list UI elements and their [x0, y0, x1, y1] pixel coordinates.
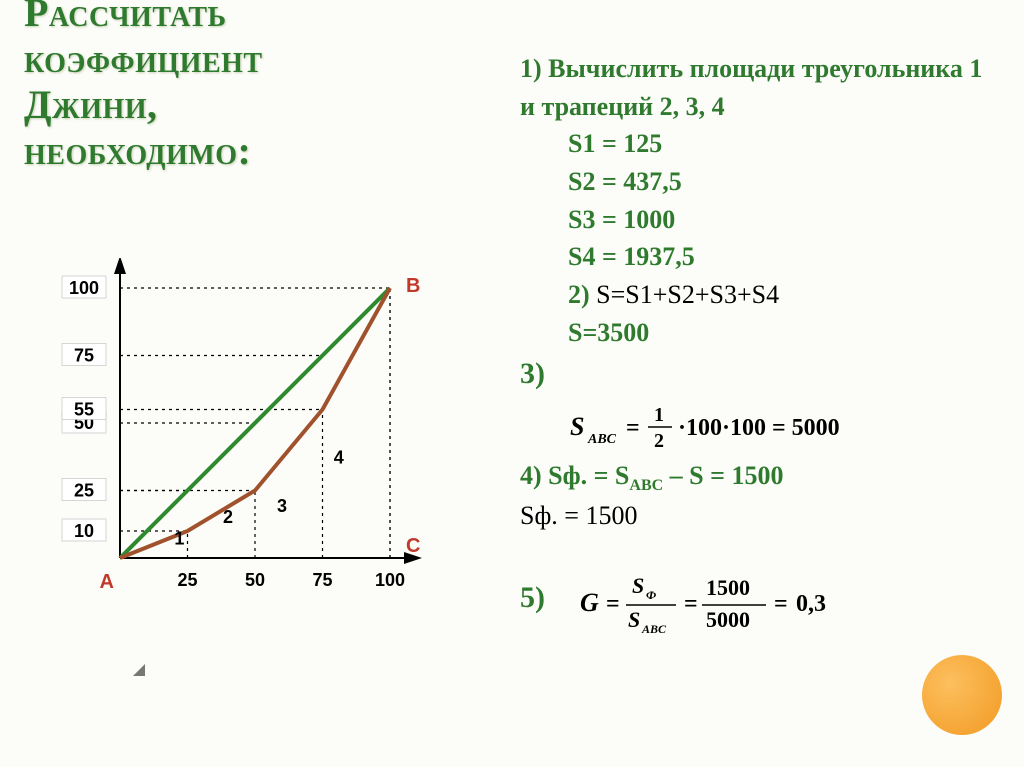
svg-text:1500: 1500 [706, 575, 750, 600]
step3-num: 3) [520, 352, 545, 396]
svg-text:=: = [626, 415, 640, 441]
svg-text:1: 1 [654, 404, 664, 426]
step4-result: Sф. = 1500 [520, 497, 990, 535]
svg-text:=: = [774, 591, 788, 617]
svg-text:75: 75 [74, 346, 94, 366]
step1-heading: 1) Вычислить площади треугольника 1 и тр… [520, 50, 990, 125]
step5: 5) G=SФSABC=15005000=0,3 [520, 565, 990, 637]
step5-num: 5) [520, 581, 545, 614]
svg-text:2: 2 [654, 430, 664, 452]
step2: 2) S=S1+S2+S3+S4 [568, 276, 990, 314]
corner-icon [132, 663, 146, 677]
svg-text:5000: 5000 [706, 607, 750, 632]
svg-text:50: 50 [245, 570, 265, 590]
decorative-circle [922, 655, 1002, 735]
svg-text:25: 25 [74, 481, 94, 501]
formula-sabc: SABC = 1 2 ·100·100 = 5000 [568, 399, 990, 453]
svg-text:2: 2 [223, 507, 233, 527]
svg-text:B: B [406, 275, 420, 297]
title-line: Рассчитать [24, 0, 227, 35]
step2-formula: S=S1+S2+S3+S4 [596, 280, 779, 309]
step2-sum: S=3500 [568, 314, 990, 352]
step4: 4) Sф. = SABC – S = 1500 [520, 457, 990, 497]
title-line: необходимо: [24, 128, 251, 173]
svg-text:S: S [570, 412, 584, 441]
s-value: S2 = 437,5 [568, 163, 990, 201]
svg-text:100: 100 [375, 570, 405, 590]
step2-num: 2) [568, 280, 596, 309]
svg-text:=: = [684, 591, 698, 617]
slide-title: Рассчитать коэффициент Джини, необходимо… [24, 0, 544, 174]
svg-text:3: 3 [277, 496, 287, 516]
title-line: коэффициент [24, 36, 263, 81]
s-value: S4 = 1937,5 [568, 238, 990, 276]
svg-text:G: G [580, 588, 599, 617]
calc-steps: 1) Вычислить площади треугольника 1 и тр… [520, 50, 990, 637]
svg-text:=: = [606, 591, 620, 617]
svg-text:75: 75 [312, 570, 332, 590]
svg-text:100: 100 [69, 278, 99, 298]
svg-text:55: 55 [74, 400, 94, 420]
svg-text:S: S [628, 607, 640, 632]
svg-text:ABC: ABC [587, 432, 617, 447]
title-line: Джини, [24, 82, 158, 127]
svg-text:10: 10 [74, 521, 94, 541]
formula-sabc-svg: SABC = 1 2 ·100·100 = 5000 [568, 399, 898, 453]
svg-text:·100·100 = 5000: ·100·100 = 5000 [678, 415, 840, 441]
svg-text:1: 1 [174, 529, 184, 549]
svg-text:0,3: 0,3 [796, 591, 826, 617]
svg-text:Ф: Ф [646, 588, 656, 602]
svg-text:25: 25 [177, 570, 197, 590]
svg-text:ABC: ABC [641, 622, 667, 636]
svg-text:A: A [100, 571, 114, 593]
svg-text:S: S [632, 573, 644, 598]
lorenz-chart: 25507510010255055751001234ABC [40, 258, 440, 628]
svg-text:C: C [406, 535, 420, 557]
s-value: S1 = 125 [568, 125, 990, 163]
formula-g-svg: G=SФSABC=15005000=0,3 [580, 565, 880, 637]
svg-text:4: 4 [334, 448, 344, 468]
s-value: S3 = 1000 [568, 201, 990, 239]
chart-svg: 25507510010255055751001234ABC [40, 258, 440, 628]
